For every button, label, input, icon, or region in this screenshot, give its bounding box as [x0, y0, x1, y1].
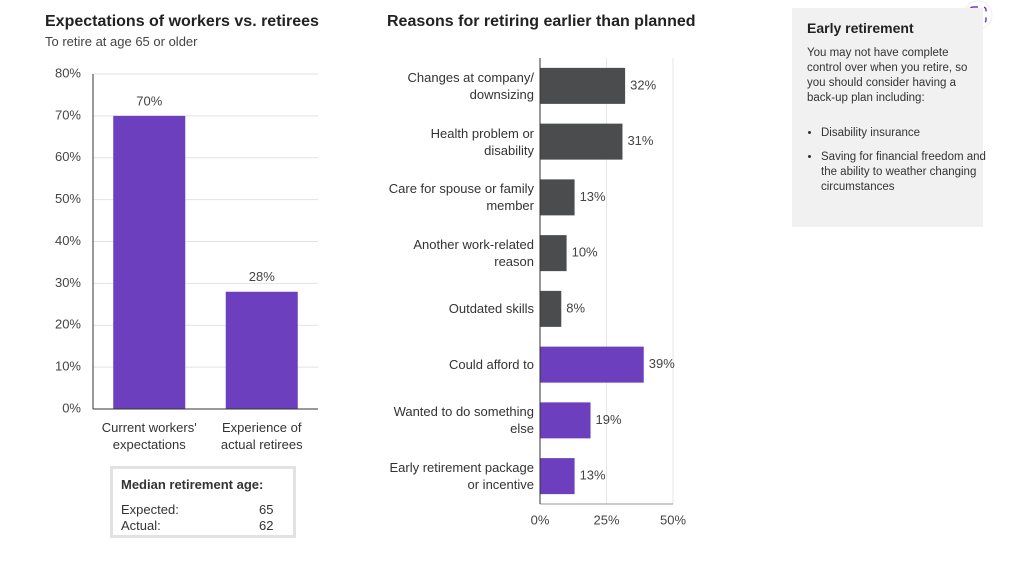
- y-tick-label: 70%: [55, 107, 81, 122]
- value-label: 8%: [566, 300, 585, 315]
- value-label: 39%: [649, 356, 675, 371]
- bar: [540, 179, 575, 216]
- y-tick-label: 10%: [55, 359, 81, 374]
- y-tick-label: Outdated skills: [448, 301, 534, 317]
- y-tick-label: 50%: [55, 191, 81, 206]
- median-value: 62: [259, 518, 274, 533]
- bar: [540, 458, 575, 495]
- chart-subtitle: To retire at age 65 or older: [45, 34, 198, 49]
- bar: [540, 67, 626, 104]
- value-label: 70%: [136, 93, 162, 108]
- value-label: 32%: [630, 77, 656, 92]
- value-label: 31%: [627, 133, 653, 148]
- sidebar-list: Disability insurance Saving for financia…: [807, 126, 991, 204]
- median-box: Median retirement age: Expected: 65 Actu…: [110, 466, 296, 538]
- value-label: 13%: [580, 189, 606, 204]
- value-label: 13%: [580, 468, 606, 483]
- x-tick-label: Experience of actual retirees: [220, 420, 303, 452]
- y-tick-label: 0%: [62, 400, 81, 415]
- median-label: Actual:: [121, 518, 161, 533]
- y-tick-label: 60%: [55, 149, 81, 164]
- bar: [225, 291, 298, 409]
- y-tick-label: 20%: [55, 317, 81, 332]
- median-label: Expected:: [121, 502, 179, 517]
- chart-title: Reasons for retiring earlier than planne…: [387, 13, 696, 30]
- x-tick-label: Current workers' expectations: [101, 420, 197, 452]
- sidebar-bullet: Disability insurance: [821, 126, 991, 141]
- median-title: Median retirement age:: [121, 477, 264, 492]
- sidebar-text: You may not have complete control over w…: [807, 47, 968, 104]
- bar: [540, 346, 644, 383]
- bar: [540, 123, 623, 160]
- bar: [540, 290, 562, 327]
- y-tick-label: Another work-related reason: [413, 237, 534, 270]
- sidebar-bullet: Saving for financial freedom and the abi…: [821, 150, 991, 195]
- chart-title: Expectations of workers vs. retirees: [45, 13, 319, 30]
- value-label: 10%: [572, 245, 598, 260]
- sidebar-title: Early retirement: [807, 20, 914, 36]
- x-tick-label: 50%: [660, 512, 686, 527]
- y-tick-label: Health problem or disability: [430, 125, 534, 158]
- bar: [540, 235, 567, 272]
- sidebar: Early retirement You may not have comple…: [792, 8, 986, 227]
- y-tick-label: Early retirement package or incentive: [389, 460, 534, 493]
- bar: [540, 402, 591, 439]
- value-label: 19%: [596, 412, 622, 427]
- y-tick-label: 40%: [55, 233, 81, 248]
- y-tick-label: Could afford to: [448, 357, 534, 373]
- bar: [113, 115, 186, 409]
- median-value: 65: [259, 502, 274, 517]
- value-label: 28%: [249, 269, 275, 284]
- y-tick-label: 80%: [55, 65, 81, 80]
- y-tick-label: 30%: [55, 275, 81, 290]
- x-tick-label: 0%: [531, 512, 550, 527]
- y-tick-label: Wanted to do something else: [393, 404, 534, 437]
- y-tick-label: Changes at company/ downsizing: [407, 69, 534, 102]
- x-tick-label: 25%: [593, 512, 619, 527]
- y-tick-label: Care for spouse or family member: [388, 181, 534, 214]
